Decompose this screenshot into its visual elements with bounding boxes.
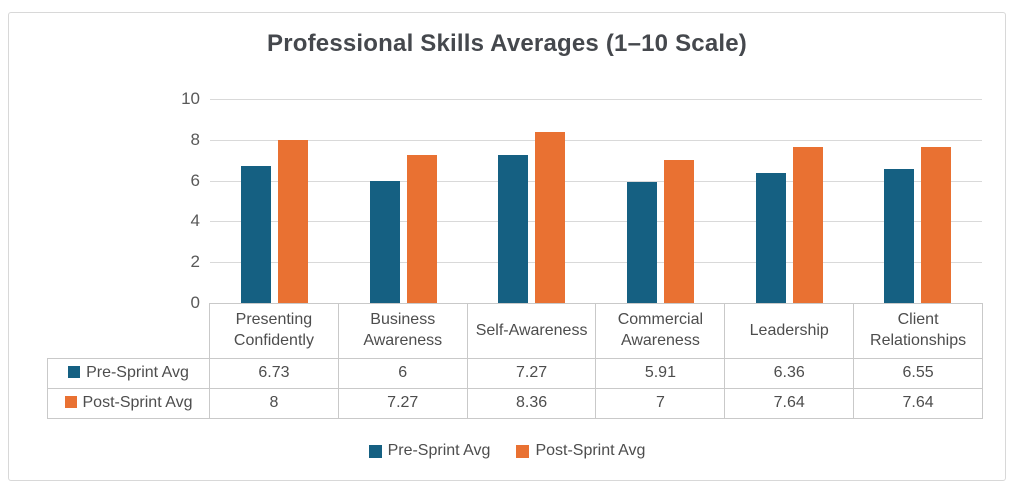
category-header-cell: Commercial Awareness — [595, 303, 726, 359]
category-header-cell: Business Awareness — [337, 303, 468, 359]
value-cell: 8.36 — [466, 388, 597, 419]
data-table: Presenting Confidently Business Awareness… — [47, 303, 983, 419]
gridline — [210, 180, 982, 182]
legend: Pre-Sprint Avg Post-Sprint Avg — [9, 442, 1005, 460]
y-tick-label: 0 — [190, 293, 200, 312]
bar-post-sprint-avg — [921, 147, 952, 303]
legend-swatch — [516, 444, 530, 458]
series-label-cell: Pre-Sprint Avg — [47, 358, 210, 389]
category-header-cell: Presenting Confidently — [209, 303, 339, 359]
legend-label: Pre-Sprint Avg — [387, 442, 491, 459]
legend-item: Post-Sprint Avg — [516, 442, 645, 460]
series-swatch — [68, 366, 81, 379]
bar-post-sprint-avg — [277, 139, 308, 303]
legend-swatch — [368, 444, 382, 458]
value-cell: 6.36 — [724, 358, 855, 389]
bar-pre-sprint-avg — [884, 169, 915, 303]
y-axis: 0 2 4 6 8 10 — [9, 89, 200, 312]
chart-title: Professional Skills Averages (1–10 Scale… — [266, 30, 747, 57]
value-cell: 7.64 — [724, 388, 855, 419]
gridline — [210, 221, 982, 223]
table-body: Presenting Confidently Business Awareness… — [47, 303, 983, 419]
bar-pre-sprint-avg — [369, 180, 400, 303]
y-tick-label: 8 — [190, 129, 200, 149]
table-data-row: Post-Sprint Avg 8 7.27 8.36 7 7.64 7.64 — [47, 388, 983, 419]
legend-item: Pre-Sprint Avg — [368, 442, 491, 460]
y-tick-label: 10 — [181, 89, 200, 108]
table-data-row: Pre-Sprint Avg 6.73 6 7.27 5.91 6.36 6.55 — [47, 358, 983, 389]
bar-pre-sprint-avg — [755, 173, 786, 303]
value-cell: 7.27 — [337, 388, 468, 419]
y-tick-label: 2 — [190, 252, 200, 272]
value-cell: 6.73 — [209, 358, 339, 389]
bar-post-sprint-avg — [792, 147, 823, 303]
table-header-row: Presenting Confidently Business Awareness… — [48, 303, 983, 359]
data-table-wrap: Presenting Confidently Business Awareness… — [47, 303, 983, 419]
value-cell: 7.27 — [466, 358, 597, 389]
category-header-cell: Leadership — [724, 303, 855, 359]
bar-post-sprint-avg — [406, 154, 437, 303]
value-cell: 6.55 — [853, 358, 983, 389]
y-tick-label: 6 — [190, 170, 200, 190]
bar-post-sprint-avg — [535, 132, 566, 303]
gridline — [210, 99, 982, 100]
bar-pre-sprint-avg — [626, 182, 657, 303]
value-cell: 7.64 — [853, 388, 983, 419]
series-label-cell: Post-Sprint Avg — [47, 388, 210, 419]
category-header-cell: Client Relationships — [853, 303, 983, 359]
bar-post-sprint-avg — [663, 160, 694, 303]
series-swatch — [64, 396, 77, 409]
value-cell: 7 — [595, 388, 726, 419]
gridline — [210, 139, 982, 141]
value-cell: 8 — [209, 388, 339, 419]
bar-pre-sprint-avg — [498, 154, 529, 303]
plot-area — [210, 99, 982, 303]
y-tick-label: 4 — [190, 211, 200, 231]
table-corner-cell — [48, 304, 210, 359]
legend-label: Post-Sprint Avg — [535, 442, 646, 459]
value-cell: 6 — [337, 358, 468, 389]
chart-frame: Professional Skills Averages (1–10 Scale… — [8, 12, 1006, 481]
category-header-cell: Self-Awareness — [466, 303, 597, 359]
bar-pre-sprint-avg — [240, 165, 271, 303]
gridline — [210, 262, 982, 264]
value-cell: 5.91 — [595, 358, 726, 389]
